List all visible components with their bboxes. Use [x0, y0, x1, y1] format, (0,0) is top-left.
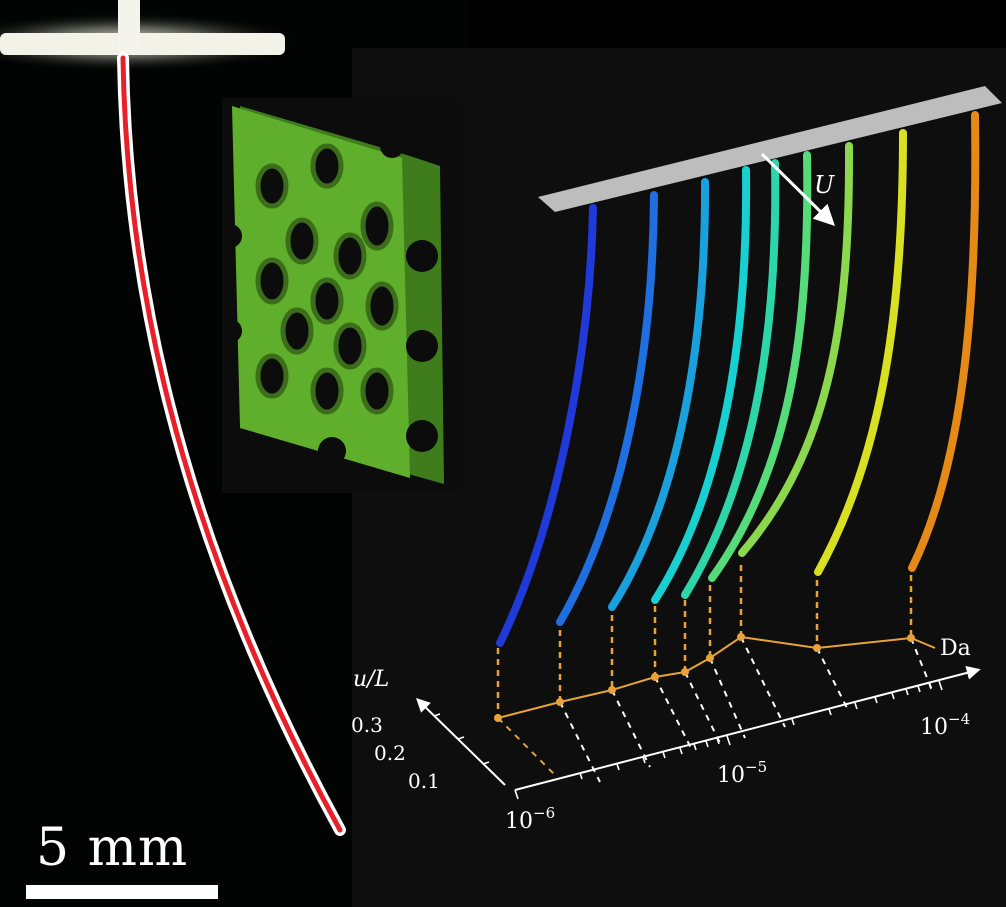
flow-label: U	[814, 171, 835, 199]
ul-axis-ticks	[433, 713, 490, 765]
floor-line-3	[611, 689, 651, 768]
fiber-curve-9	[908, 111, 980, 572]
deflection-point-5	[681, 668, 689, 676]
deflection-point-2	[556, 698, 564, 706]
plate-hole	[255, 163, 289, 209]
plate-hole	[285, 217, 319, 265]
flow-arrow	[760, 152, 835, 226]
fiber-centerline	[120, 55, 343, 833]
clamp-post	[118, 0, 140, 52]
da-axis-ticks	[514, 680, 943, 800]
deflection-point-1	[494, 714, 502, 722]
floor-line-4	[654, 676, 694, 753]
floor-line-6	[709, 657, 746, 739]
plate-hole	[360, 367, 394, 415]
fiber-curve-4	[651, 166, 751, 604]
fiber-curve-6	[708, 151, 812, 582]
plate-hole	[310, 143, 344, 189]
scale-bar-label: 5 mm	[36, 818, 189, 878]
fiber-curve-8	[814, 129, 907, 576]
fiber-curve-7	[738, 142, 854, 557]
deflection-point-7	[737, 633, 745, 641]
clamp-bar	[0, 33, 285, 55]
plate-hole	[255, 353, 289, 399]
drop-lines	[496, 565, 913, 718]
plate-hole	[333, 322, 367, 370]
ul-axis-label: u/L	[353, 667, 389, 692]
da-axis	[514, 666, 981, 791]
support-bar	[538, 86, 1002, 212]
fiber-curve-3	[608, 178, 710, 611]
plate-hole	[280, 307, 314, 355]
plate-hole	[360, 201, 394, 251]
floor-line-7	[740, 636, 786, 728]
deflection-points	[494, 633, 915, 722]
plate-hole	[310, 277, 344, 325]
da-tick-label-3: 10−4	[920, 710, 970, 740]
deflection-point-6	[706, 654, 714, 662]
da-tick-label-2: 10−5	[717, 758, 767, 788]
ul-axis	[415, 698, 506, 786]
floor-line-9	[910, 637, 933, 691]
plate-holes	[255, 143, 399, 415]
deflection-point-4	[651, 673, 659, 681]
fiber-curve-1	[496, 204, 597, 647]
ul-tick-label-3: 0.1	[408, 769, 440, 793]
plate-hole	[255, 257, 289, 305]
deflection-point-3	[608, 686, 616, 694]
plate-edge-notches	[222, 134, 438, 465]
deflection-point-9	[907, 634, 915, 642]
ul-tick-label-1: 0.3	[351, 713, 383, 737]
da-tick-label-1: 10−6	[505, 804, 555, 834]
porous-plate-illustration	[222, 106, 444, 484]
scale-bar	[26, 885, 218, 899]
ul-tick-label-2: 0.2	[374, 741, 406, 765]
plate-hole	[333, 232, 367, 280]
fiber-photo	[0, 0, 346, 836]
fiber-curve-2	[556, 191, 658, 626]
porous-plate-inset	[222, 98, 462, 493]
deflection-point-8	[813, 644, 821, 652]
plate-hole	[365, 281, 399, 331]
fiber-curve-5	[681, 159, 780, 599]
da-axis-label: Da	[940, 636, 971, 661]
floor-line-8	[816, 647, 849, 711]
floor-line-5	[684, 671, 723, 748]
floor-line-1	[497, 717, 557, 777]
plate-hole	[310, 367, 344, 415]
deflection-trend-line	[497, 635, 936, 719]
